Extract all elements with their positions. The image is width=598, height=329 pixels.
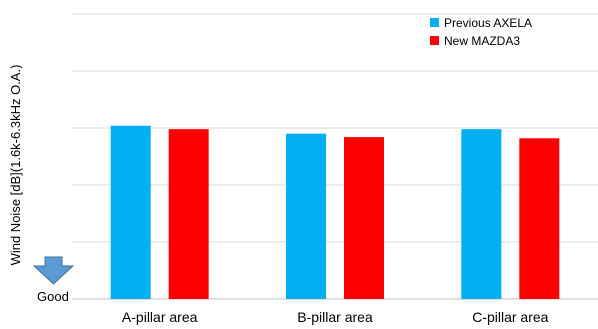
legend-label: New MAZDA3: [444, 34, 520, 48]
bar: [110, 125, 151, 299]
bar: [461, 129, 502, 299]
bars: [110, 125, 560, 299]
gridlines: [72, 13, 598, 243]
x-tick-labels: A-pillar area B-pillar area C-pillar area: [122, 309, 549, 325]
y-axis-label: Wind Noise [dB](1.6k-6.3kHz O.A.): [8, 65, 23, 266]
bar: [168, 129, 209, 299]
legend: Previous AXELA New MAZDA3: [430, 16, 532, 48]
down-arrow-icon: [32, 256, 75, 285]
bar: [519, 138, 560, 299]
x-tick-label: B-pillar area: [297, 309, 373, 325]
legend-swatch: [430, 36, 439, 45]
x-tick-label: C-pillar area: [472, 309, 548, 325]
x-tick-label: A-pillar area: [122, 309, 198, 325]
bar: [286, 133, 326, 299]
bar: [344, 137, 384, 299]
good-indicator: Good: [32, 256, 75, 304]
legend-swatch: [430, 18, 439, 27]
legend-label: Previous AXELA: [444, 16, 532, 30]
good-label: Good: [37, 289, 69, 304]
